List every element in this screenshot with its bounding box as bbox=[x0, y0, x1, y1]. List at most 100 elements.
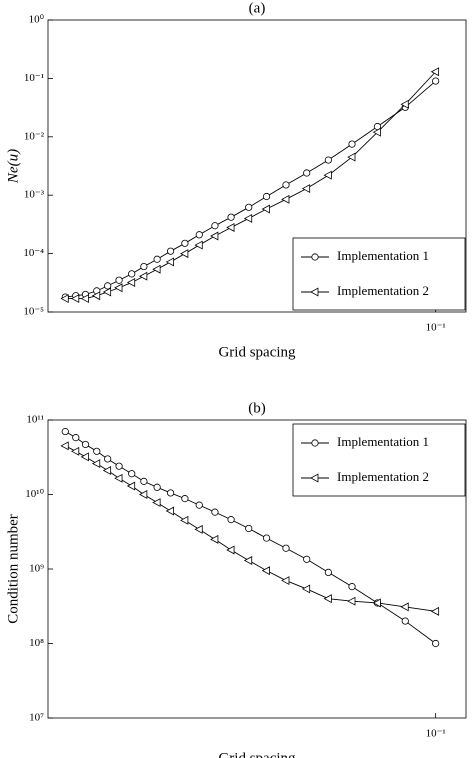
marker bbox=[210, 231, 219, 241]
marker bbox=[126, 481, 136, 491]
marker bbox=[115, 276, 123, 284]
marker bbox=[140, 262, 148, 271]
x-axis-label: Grid spacing bbox=[218, 750, 296, 758]
marker bbox=[282, 544, 290, 552]
marker bbox=[181, 239, 189, 247]
marker bbox=[243, 213, 253, 223]
marker bbox=[303, 169, 311, 177]
chart-title: (b) bbox=[248, 400, 266, 416]
marker bbox=[194, 240, 203, 250]
legend-box bbox=[292, 423, 466, 497]
marker bbox=[195, 231, 203, 239]
marker bbox=[348, 583, 356, 591]
legend-marker bbox=[311, 439, 319, 447]
x-axis-label: Grid spacing bbox=[218, 344, 296, 360]
marker bbox=[262, 534, 271, 542]
marker bbox=[243, 556, 253, 565]
marker bbox=[432, 639, 440, 648]
y-tick-label: 10⁻² bbox=[24, 130, 45, 142]
legend-marker bbox=[310, 287, 319, 297]
y-tick-label: 10⁻¹ bbox=[24, 72, 44, 84]
marker bbox=[165, 257, 174, 267]
marker bbox=[102, 466, 112, 475]
marker bbox=[245, 203, 253, 211]
marker bbox=[261, 204, 270, 214]
marker bbox=[72, 434, 80, 442]
y-tick-label: 10¹⁰ bbox=[25, 488, 44, 500]
marker bbox=[211, 508, 219, 516]
legend-marker bbox=[310, 473, 319, 483]
marker bbox=[181, 495, 189, 503]
x-tick-label: 10⁻¹ bbox=[426, 728, 446, 740]
marker bbox=[347, 152, 356, 162]
marker bbox=[128, 270, 136, 278]
legend-label: Implementation 2 bbox=[337, 469, 429, 484]
legend-marker bbox=[311, 253, 319, 261]
marker bbox=[165, 506, 174, 516]
legend-label: Implementation 1 bbox=[337, 248, 429, 263]
marker bbox=[195, 501, 203, 509]
marker bbox=[347, 596, 356, 606]
y-tick-label: 10⁻⁴ bbox=[23, 247, 44, 259]
y-axis-label: Ne(u) bbox=[5, 149, 21, 184]
marker bbox=[60, 441, 69, 451]
y-tick-label: 10⁹ bbox=[29, 563, 44, 575]
marker bbox=[226, 223, 235, 232]
marker bbox=[128, 470, 136, 478]
marker bbox=[81, 440, 90, 449]
marker bbox=[114, 283, 123, 293]
marker bbox=[262, 192, 271, 201]
marker bbox=[400, 99, 409, 109]
marker bbox=[324, 156, 332, 164]
marker bbox=[153, 483, 161, 491]
marker bbox=[323, 594, 332, 604]
marker bbox=[281, 576, 290, 586]
legend-label: Implementation 2 bbox=[337, 283, 429, 298]
marker bbox=[324, 568, 332, 577]
marker bbox=[281, 194, 290, 204]
marker bbox=[372, 127, 381, 137]
marker bbox=[211, 222, 219, 230]
legend-box bbox=[292, 237, 466, 311]
marker bbox=[282, 181, 290, 189]
marker bbox=[210, 534, 219, 544]
marker bbox=[91, 459, 101, 469]
marker bbox=[126, 278, 136, 287]
y-tick-label: 10⁰ bbox=[29, 14, 45, 26]
marker bbox=[430, 67, 440, 77]
marker bbox=[301, 184, 311, 194]
marker bbox=[91, 291, 101, 301]
marker bbox=[166, 489, 175, 497]
marker bbox=[226, 545, 235, 555]
y-tick-label: 10⁻⁵ bbox=[23, 306, 44, 318]
marker bbox=[61, 427, 69, 436]
marker bbox=[400, 602, 409, 612]
marker bbox=[348, 140, 356, 148]
marker bbox=[194, 524, 203, 534]
marker bbox=[245, 524, 253, 533]
marker bbox=[432, 77, 440, 85]
marker bbox=[430, 606, 440, 616]
marker bbox=[152, 264, 161, 274]
marker bbox=[102, 287, 112, 297]
y-tick-label: 10⁻³ bbox=[24, 189, 45, 201]
marker bbox=[180, 249, 189, 259]
marker bbox=[93, 447, 101, 455]
marker bbox=[261, 566, 270, 576]
marker bbox=[372, 598, 381, 608]
marker bbox=[104, 455, 112, 463]
marker bbox=[115, 462, 123, 470]
y-tick-label: 10⁸ bbox=[29, 637, 44, 649]
marker bbox=[153, 255, 161, 263]
marker bbox=[104, 282, 112, 290]
marker bbox=[323, 170, 332, 180]
marker bbox=[114, 473, 123, 483]
marker bbox=[80, 452, 89, 462]
marker bbox=[303, 555, 311, 563]
y-axis-label: Condition number bbox=[5, 514, 21, 624]
marker bbox=[139, 490, 148, 499]
marker bbox=[60, 294, 69, 304]
y-tick-label: 10¹¹ bbox=[26, 414, 44, 426]
x-tick-label: 10⁻¹ bbox=[426, 322, 446, 334]
